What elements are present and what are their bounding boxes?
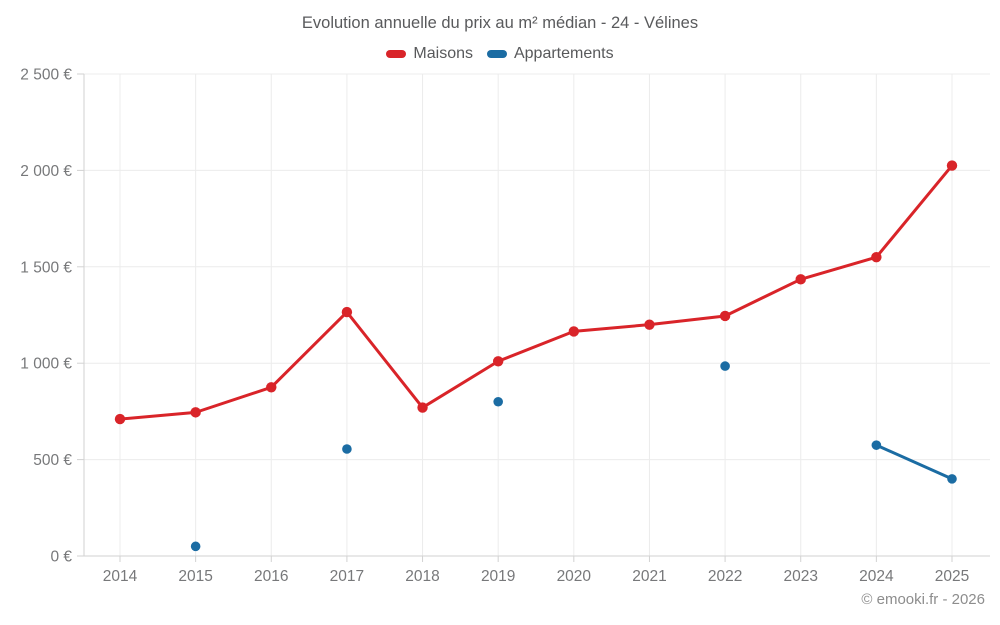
data-point-maisons-2020[interactable] [568, 326, 580, 337]
data-point-maisons-2023[interactable] [795, 274, 806, 285]
x-axis-label: 2021 [632, 568, 666, 585]
data-point-maisons-2016[interactable] [266, 382, 277, 393]
y-axis-label: 0 € [50, 549, 72, 566]
data-point-maisons-2018[interactable] [417, 402, 428, 413]
data-point-maisons-2024[interactable] [871, 251, 882, 263]
data-point-maisons-2015[interactable] [190, 407, 201, 418]
data-point-maisons-2019[interactable] [492, 356, 504, 367]
x-axis-label: 2022 [708, 568, 742, 585]
x-axis-label: 2015 [178, 568, 212, 585]
data-point-appartements-2017[interactable] [342, 444, 352, 454]
x-axis-label: 2019 [481, 568, 515, 585]
x-axis-label: 2020 [557, 568, 592, 585]
y-axis-label: 1 000 € [20, 356, 72, 373]
legend: Maisons Appartements [0, 45, 1000, 63]
legend-swatch-maisons [386, 50, 407, 58]
x-axis-label: 2025 [935, 568, 969, 585]
y-axis-label: 500 € [33, 452, 72, 469]
x-axis-label: 2024 [859, 568, 894, 585]
data-point-maisons-2014[interactable] [114, 413, 126, 425]
x-axis-label: 2023 [783, 568, 817, 585]
data-point-maisons-2022[interactable] [719, 310, 731, 322]
legend-item-maisons[interactable]: Maisons [386, 45, 473, 63]
y-axis-label: 2 000 € [20, 163, 72, 180]
series-line-maisons [118, 164, 954, 421]
chart-title: Evolution annuelle du prix au m² médian … [301, 14, 699, 32]
legend-label-maisons: Maisons [413, 45, 473, 62]
y-axis-label: 2 500 € [20, 67, 72, 84]
data-point-appartements-2019[interactable] [493, 396, 503, 407]
legend-item-appartements[interactable]: Appartements [486, 45, 614, 63]
x-axis-label: 2016 [254, 568, 288, 585]
legend-swatch-appartements [486, 50, 507, 58]
data-point-maisons-2025[interactable] [946, 160, 958, 171]
data-point-appartements-2024[interactable] [871, 440, 882, 450]
legend-label-appartements: Appartements [513, 45, 614, 62]
data-point-appartements-2015[interactable] [190, 541, 201, 552]
data-point-maisons-2021[interactable] [644, 319, 655, 330]
data-point-maisons-2017[interactable] [341, 306, 353, 318]
data-point-appartements-2025[interactable] [947, 474, 957, 484]
series-line-appartements [874, 443, 954, 481]
y-axis-label: 1 500 € [20, 259, 72, 276]
x-axis-label: 2017 [330, 568, 364, 585]
copyright: © emooki.fr - 2026 [861, 591, 985, 608]
x-axis-label: 2018 [405, 568, 439, 585]
data-point-appartements-2022[interactable] [720, 361, 730, 371]
x-axis-label: 2014 [103, 568, 138, 585]
